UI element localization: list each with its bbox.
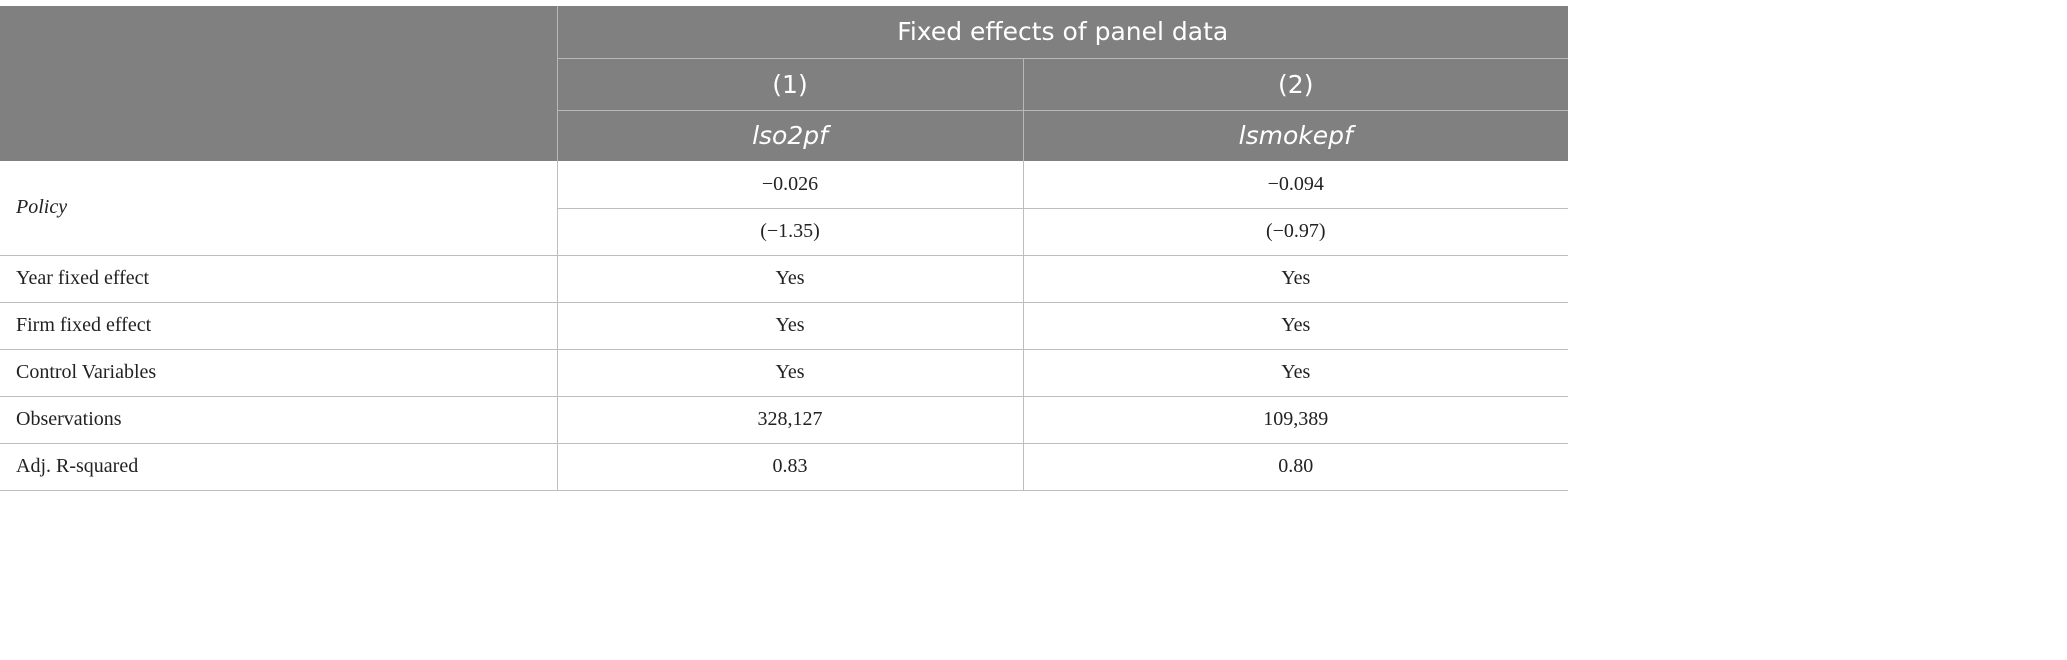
col-number-1: (1) [557,58,1024,111]
controls-1: Yes [556,348,1024,397]
policy-coef-1: −0.026 [556,161,1024,209]
adj-r2-1: 0.83 [556,442,1024,491]
row-label-firm-fe: Firm fixed effect [0,301,558,350]
year-fe-1: Yes [556,254,1024,303]
controls-2: Yes [1022,348,1568,397]
observations-1: 328,127 [556,395,1024,444]
table-row: Policy −0.026 −0.094 [0,161,1568,256]
adj-r2-2: 0.80 [1022,442,1568,491]
observations-2: 109,389 [1022,395,1568,444]
row-label-observations: Observations [0,395,558,444]
firm-fe-1: Yes [556,301,1024,350]
row-label-adj-r2: Adj. R-squared [0,442,558,491]
table-header: Fixed effects of panel data (1) (2) lso2… [0,6,1568,161]
table-row: Year fixed effect Yes Yes [0,254,1568,303]
header-corner [0,6,558,161]
table-row: (−1.35) (−0.97) [0,207,1568,256]
col-number-2: (2) [1023,58,1568,111]
row-label-year-fe: Year fixed effect [0,254,558,303]
year-fe-2: Yes [1022,254,1568,303]
table-body: Policy −0.026 −0.094 (−1.35) (−0.97) Yea… [0,161,1568,491]
regression-table: Fixed effects of panel data (1) (2) lso2… [0,6,1568,491]
policy-coef-2: −0.094 [1022,161,1568,209]
col-var-2: lsmokepf [1023,110,1568,161]
policy-tstat-2: (−0.97) [1022,207,1568,256]
group-title: Fixed effects of panel data [557,6,1568,59]
firm-fe-2: Yes [1022,301,1568,350]
col-var-1: lso2pf [557,110,1024,161]
table-row: Observations 328,127 109,389 [0,395,1568,444]
row-label-controls: Control Variables [0,348,558,397]
policy-tstat-1: (−1.35) [557,207,1024,256]
table-row: Adj. R-squared 0.83 0.80 [0,442,1568,491]
table-row: Firm fixed effect Yes Yes [0,301,1568,350]
table-row: Control Variables Yes Yes [0,348,1568,397]
row-label-policy: Policy [0,161,558,256]
